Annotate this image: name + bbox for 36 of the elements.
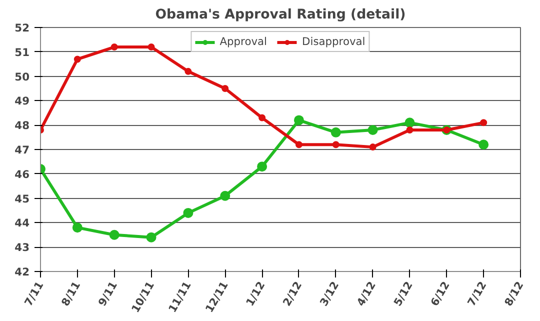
y-tick-label: 47	[14, 144, 30, 156]
y-tick-label: 44	[14, 216, 30, 230]
y-tick-label: 49	[14, 94, 30, 108]
point	[146, 232, 156, 242]
point	[330, 127, 341, 138]
y-tick-label: 48	[14, 119, 30, 132]
point	[72, 222, 82, 233]
point	[109, 230, 120, 240]
point	[258, 114, 266, 122]
point	[404, 118, 415, 128]
y-tick-label: 42	[14, 266, 30, 278]
legend-label: Approval	[220, 35, 268, 48]
point	[294, 115, 304, 126]
point	[332, 141, 340, 148]
point	[368, 124, 378, 135]
point	[220, 190, 230, 201]
y-tick-label: 45	[14, 192, 30, 206]
point	[406, 126, 414, 134]
point	[295, 141, 302, 148]
point	[257, 162, 268, 172]
point	[183, 208, 194, 218]
y-tick-label: 46	[14, 168, 30, 181]
point	[148, 44, 155, 51]
point	[74, 56, 81, 63]
point	[184, 68, 192, 75]
point	[478, 140, 489, 150]
point	[369, 144, 376, 151]
y-tick-label: 43	[14, 241, 30, 254]
point	[480, 119, 488, 126]
chart-title: Obama's Approval Rating (detail)	[155, 8, 406, 22]
y-tick-label: 51	[14, 46, 30, 59]
y-tick-label: 52	[14, 22, 30, 34]
y-tick-label: 50	[14, 70, 30, 84]
point	[222, 85, 229, 92]
point	[110, 44, 118, 51]
legend-label: Disapproval	[302, 35, 366, 48]
